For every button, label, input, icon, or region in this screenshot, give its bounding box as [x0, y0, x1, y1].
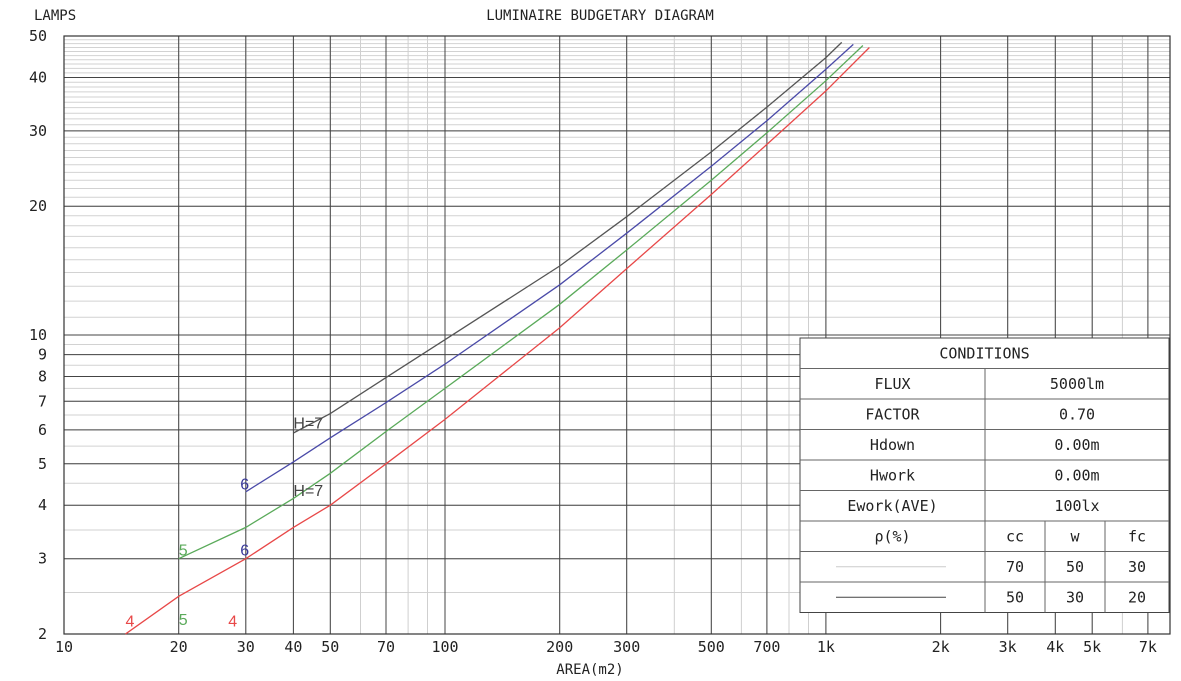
x-tick-label: 300: [613, 638, 640, 656]
x-tick-label: 500: [698, 638, 725, 656]
conditions-table: CONDITIONS FLUX 5000lm FACTOR 0.70 Hdown 0.00m…: [799, 337, 1170, 613]
x-tick-label: 100: [431, 638, 458, 656]
series-line-3: [125, 47, 870, 635]
x-tick-label: 5k: [1083, 638, 1101, 656]
curve-labels: H=7 6 H=7 5 6 4 5 4: [126, 415, 324, 630]
conditions-key: Hdown: [870, 436, 915, 454]
chart-title: LUMINAIRE BUDGETARY DIAGRAM: [486, 8, 714, 24]
plot-frame: [63, 35, 1171, 635]
y-tick-label: 30: [29, 122, 47, 140]
y-tick-label: 4: [38, 496, 47, 514]
y-tick-label: 3: [38, 550, 47, 568]
y-tick-labels: 2 3 4 5 6 7 8 9 10 20 30 40 50: [29, 27, 47, 643]
conditions-value: 0.00m: [1054, 436, 1099, 454]
x-tick-label: 200: [546, 638, 573, 656]
conditions-key: Hwork: [870, 466, 915, 484]
y-tick-label: 10: [29, 326, 47, 344]
x-tick-label: 30: [237, 638, 255, 656]
rho-header: w: [1070, 527, 1080, 545]
conditions-key: FACTOR: [865, 405, 920, 423]
rho-value: 20: [1128, 588, 1146, 606]
x-tick-label: 10: [55, 638, 73, 656]
x-tick-label: 4k: [1046, 638, 1064, 656]
y-tick-label: 6: [38, 421, 47, 439]
y-tick-label: 20: [29, 197, 47, 215]
rho-value: 50: [1006, 588, 1024, 606]
rho-value: 30: [1128, 558, 1146, 576]
x-axis-label: AREA(m2): [556, 662, 623, 678]
y-tick-label: 2: [38, 625, 47, 643]
x-tick-label: 70: [377, 638, 395, 656]
y-axis-label: LAMPS: [34, 8, 76, 24]
rho-value: 70: [1006, 558, 1024, 576]
y-tick-label: 8: [38, 368, 47, 386]
curve-label: 4: [126, 614, 135, 631]
x-tick-label: 2k: [932, 638, 950, 656]
curve-label: H=7: [293, 483, 323, 500]
conditions-title: CONDITIONS: [939, 344, 1029, 362]
series-line-0: [293, 41, 843, 434]
y-tick-label: 40: [29, 69, 47, 87]
x-tick-label: 40: [284, 638, 302, 656]
x-tick-label: 7k: [1139, 638, 1157, 656]
conditions-key: Ework(AVE): [847, 497, 937, 515]
curve-label: 6: [240, 477, 249, 494]
x-tick-label: 1k: [817, 638, 835, 656]
x-tick-label: 3k: [999, 638, 1017, 656]
series-layer: [125, 41, 870, 635]
rho-header: fc: [1128, 527, 1146, 545]
x-tick-labels: 10 20 30 40 50 70 100 200 300 500 700 1k 2k 3k 4k 5k 7k: [55, 638, 1157, 656]
rho-header: cc: [1006, 527, 1024, 545]
curve-label: H=7: [293, 415, 323, 432]
y-tick-label: 7: [38, 392, 47, 410]
series-line-2: [178, 45, 864, 560]
x-tick-label: 50: [321, 638, 339, 656]
curve-label: 6: [240, 543, 249, 560]
conditions-value: 100lx: [1054, 497, 1099, 515]
y-tick-label: 9: [38, 346, 47, 364]
conditions-value: 0.70: [1059, 405, 1095, 423]
x-tick-label: 700: [753, 638, 780, 656]
conditions-value: 5000lm: [1050, 375, 1104, 393]
rho-label: ρ(%): [874, 527, 910, 545]
x-tick-label: 20: [170, 638, 188, 656]
y-tick-label: 50: [29, 27, 47, 45]
y-tick-label: 5: [38, 455, 47, 473]
series-line-1: [245, 43, 854, 493]
curve-label: 5: [179, 543, 188, 560]
rho-value: 50: [1066, 558, 1084, 576]
curve-label: 4: [228, 614, 237, 631]
conditions-key: FLUX: [874, 375, 910, 393]
conditions-value: 0.00m: [1054, 466, 1099, 484]
rho-value: 30: [1066, 588, 1084, 606]
curve-label: 5: [179, 612, 188, 629]
